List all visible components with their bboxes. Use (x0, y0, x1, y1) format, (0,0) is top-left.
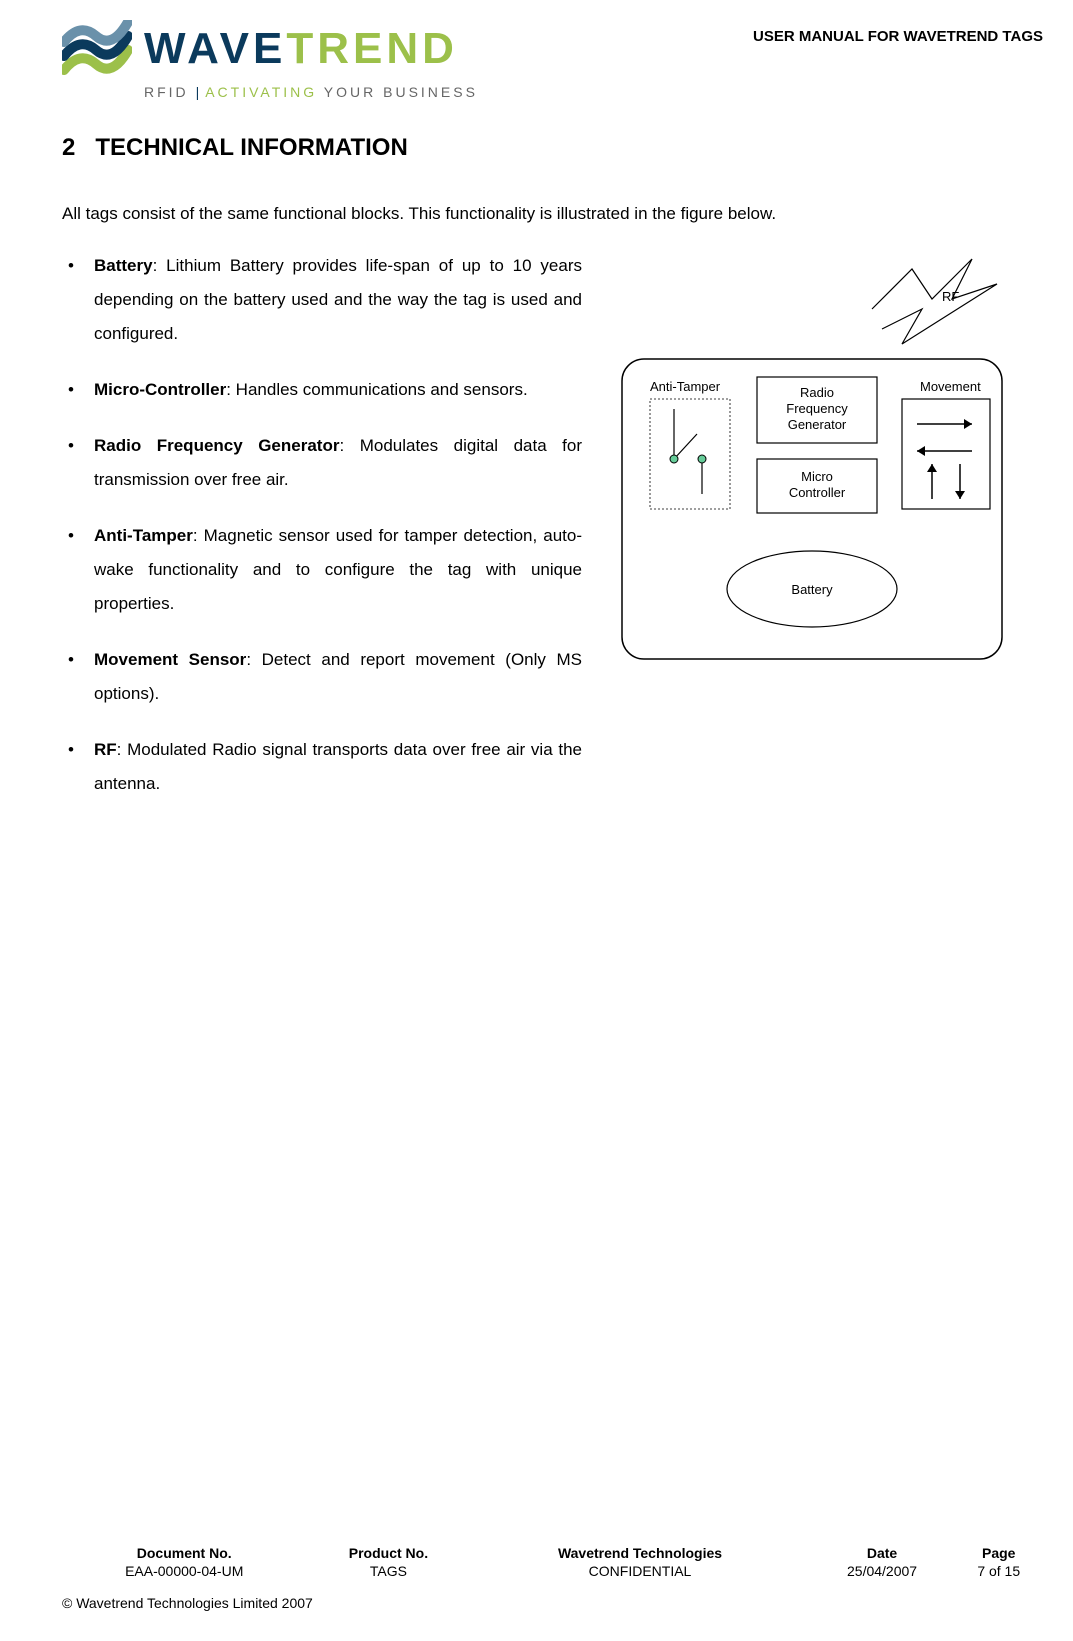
diagram-micro-label-2: Controller (789, 485, 846, 500)
section-heading: 2 TECHNICAL INFORMATION (62, 134, 1043, 162)
list-item: RF: Modulated Radio signal transports da… (62, 733, 582, 801)
tagline-rfid: RFID (144, 84, 189, 100)
diagram-rfg-label-2: Frequency (786, 401, 848, 416)
section-title: TECHNICAL INFORMATION (95, 134, 407, 161)
list-item: Movement Sensor: Detect and report movem… (62, 643, 582, 711)
bullet-text: : Modulated Radio signal transports data… (94, 740, 582, 793)
section-number: 2 (62, 134, 75, 161)
diagram-movement-label: Movement (920, 379, 981, 394)
footer-table: Document No. Product No. Wavetrend Techn… (62, 1545, 1043, 1579)
footer-col-header: Page (954, 1545, 1043, 1563)
doc-title: USER MANUAL FOR WAVETREND TAGS (753, 20, 1043, 45)
bullet-text: : Lithium Battery provides life-span of … (94, 256, 582, 343)
logo-text: WAVETREND (144, 24, 458, 74)
diagram-battery-label: Battery (791, 582, 833, 597)
diagram-rfg-label-1: Radio (800, 385, 834, 400)
block-diagram: RF Anti-Tamper Movement (602, 249, 1043, 823)
bullet-term: Anti-Tamper (94, 526, 193, 545)
list-item: Micro-Controller: Handles communications… (62, 373, 582, 407)
footer-col-value: 25/04/2007 (810, 1563, 955, 1579)
bullet-term: RF (94, 740, 117, 759)
list-item: Anti-Tamper: Magnetic sensor used for ta… (62, 519, 582, 621)
footer-col-value: CONFIDENTIAL (470, 1563, 809, 1579)
copyright: © Wavetrend Technologies Limited 2007 (62, 1595, 1043, 1611)
footer-col-header: Product No. (306, 1545, 470, 1563)
list-item: Radio Frequency Generator: Modulates dig… (62, 429, 582, 497)
tagline-rest: YOUR BUSINESS (324, 84, 478, 100)
intro-paragraph: All tags consist of the same functional … (62, 200, 1043, 229)
bullet-term: Radio Frequency Generator (94, 436, 339, 455)
diagram-antitamper-label: Anti-Tamper (650, 379, 721, 394)
footer-col-value: 7 of 15 (954, 1563, 1043, 1579)
tagline-activating: ACTIVATING (205, 84, 317, 100)
bullet-term: Micro-Controller (94, 380, 226, 399)
logo-block: WAVETREND RFID |ACTIVATING YOUR BUSINESS (62, 20, 478, 100)
wavetrend-logo-icon (62, 20, 132, 78)
page-footer: Document No. Product No. Wavetrend Techn… (62, 1545, 1043, 1611)
bullet-term: Movement Sensor (94, 650, 246, 669)
bullet-text: : Handles communications and sensors. (226, 380, 527, 399)
diagram-rf-label: RF (942, 289, 959, 304)
footer-col-header: Document No. (62, 1545, 306, 1563)
bullet-list: Battery: Lithium Battery provides life-s… (62, 249, 582, 823)
footer-col-header: Date (810, 1545, 955, 1563)
footer-col-header: Wavetrend Technologies (470, 1545, 809, 1563)
footer-col-value: TAGS (306, 1563, 470, 1579)
list-item: Battery: Lithium Battery provides life-s… (62, 249, 582, 351)
logo-tagline: RFID |ACTIVATING YOUR BUSINESS (144, 84, 478, 100)
footer-col-value: EAA-00000-04-UM (62, 1563, 306, 1579)
diagram-micro-label-1: Micro (801, 469, 833, 484)
logo-trend: TREND (286, 24, 458, 73)
diagram-rfg-label-3: Generator (788, 417, 847, 432)
bullet-term: Battery (94, 256, 153, 275)
logo-wave: WAVE (144, 24, 286, 73)
